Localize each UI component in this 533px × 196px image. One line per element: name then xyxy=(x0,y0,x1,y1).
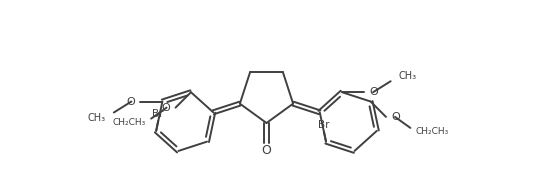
Text: O: O xyxy=(391,112,400,122)
Text: O: O xyxy=(162,103,171,113)
Text: CH₃: CH₃ xyxy=(399,71,417,81)
Text: O: O xyxy=(262,143,271,156)
Text: O: O xyxy=(369,87,378,97)
Text: O: O xyxy=(127,96,135,106)
Text: CH₂CH₃: CH₂CH₃ xyxy=(415,127,449,136)
Text: Br: Br xyxy=(152,109,164,119)
Text: CH₃: CH₃ xyxy=(88,113,106,122)
Text: Br: Br xyxy=(318,120,330,130)
Text: CH₂CH₃: CH₂CH₃ xyxy=(113,118,146,127)
